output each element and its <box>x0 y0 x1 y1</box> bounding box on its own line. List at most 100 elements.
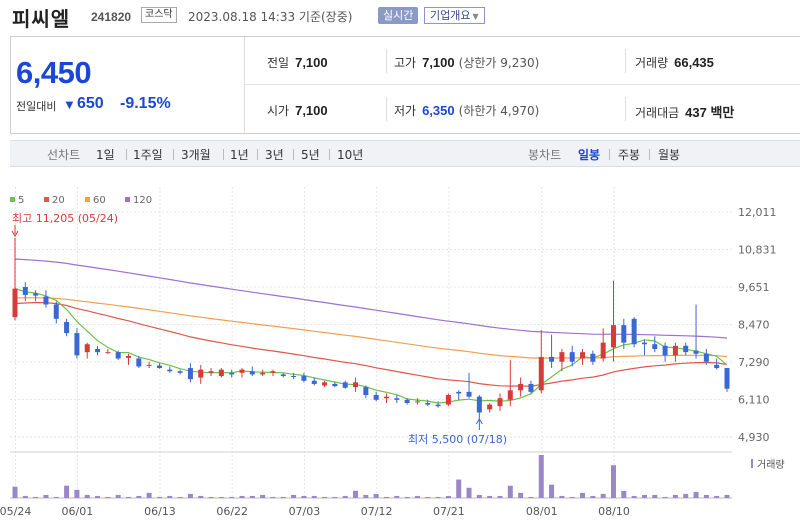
period-10y[interactable]: 10년 <box>337 148 364 162</box>
low-annotation: 최저 5,500 (07/18) <box>408 433 507 446</box>
stat-value: 7,100 <box>295 55 328 70</box>
volume-bar <box>322 496 328 498</box>
high-annotation: 최고 11,205 (05/24) <box>12 212 118 225</box>
candle-body <box>126 355 132 358</box>
volume-bar <box>84 494 90 498</box>
price-summary: 6,450 전일대비 ▼ 650 -9.15% 전일 7,100 고가 7,100(… <box>10 36 800 134</box>
period-1y[interactable]: 1년 <box>230 148 249 162</box>
volume-bar <box>156 496 162 498</box>
candle-body <box>445 395 451 405</box>
candle-body <box>714 364 720 369</box>
stat-prev-close: 전일 7,100 <box>267 54 328 71</box>
volume-bar <box>301 495 307 498</box>
candle-body <box>672 345 678 356</box>
candle-body <box>703 353 709 362</box>
candle-body <box>33 293 39 296</box>
period-3y[interactable]: 3년 <box>265 148 284 162</box>
candle-body <box>260 372 266 375</box>
period-1d[interactable]: 1일 <box>96 148 115 162</box>
company-overview-dropdown[interactable]: 기업개요 ▼ <box>424 7 485 24</box>
stats-row-2: 시가 7,100 저가 6,350 (하한가 4,970) 거래대금 437 백만 <box>245 85 800 133</box>
candle-chart-label: 봉차트 <box>528 148 562 162</box>
candles <box>12 237 730 419</box>
legend-swatch <box>85 197 90 202</box>
ma-20-line <box>14 301 728 387</box>
volume-bar <box>641 494 647 498</box>
period-5y[interactable]: 5년 <box>301 148 320 162</box>
candle-body <box>229 372 235 375</box>
stat-value: 437 백만 <box>685 105 735 120</box>
candle-body <box>404 399 410 404</box>
current-price: 6,450 <box>16 55 92 90</box>
candle-body <box>167 369 173 372</box>
chart-legend: 5 20 60 120 <box>10 195 152 206</box>
volume-bar <box>404 496 410 498</box>
candle-body <box>641 342 647 345</box>
candle-body <box>497 398 503 407</box>
volume-bar <box>280 496 286 498</box>
candle-body <box>332 383 338 387</box>
x-tick-label: 08/01 <box>526 505 558 518</box>
stat-value: 7,100 <box>295 103 328 118</box>
candle-daily[interactable]: 일봉 <box>578 148 601 162</box>
down-arrow-icon: ▼ <box>63 97 76 112</box>
ma-5-line <box>14 288 728 404</box>
candle-body <box>43 296 49 305</box>
current-price-block: 6,450 전일대비 ▼ 650 -9.15% <box>11 37 245 133</box>
volume-bar <box>177 496 183 498</box>
x-tick-label: 06/01 <box>62 505 94 518</box>
period-1w[interactable]: 1주일 <box>133 148 163 162</box>
divider <box>625 49 626 73</box>
divider <box>609 149 610 160</box>
volume-bar <box>631 495 637 498</box>
volume-bar <box>167 495 173 498</box>
volume-bar <box>580 492 586 498</box>
candle-body <box>249 371 255 375</box>
candle-body <box>84 344 90 353</box>
period-3m[interactable]: 3개월 <box>181 148 211 162</box>
volume-bar <box>270 496 276 498</box>
volume-bar <box>549 484 555 498</box>
candle-body <box>373 395 379 400</box>
stat-upper-limit: (상한가 9,230) <box>458 56 540 70</box>
stat-high: 고가 7,100 (상한가 9,230) <box>394 54 539 71</box>
volume-bars: 거래량 <box>10 451 785 499</box>
moving-average-lines <box>14 258 728 404</box>
candle-body <box>363 387 369 396</box>
volume-bar <box>672 494 678 498</box>
y-tick-label: 6,110 <box>738 394 770 407</box>
legend-label: 20 <box>52 195 65 206</box>
x-tick-label: 05/24 <box>0 505 31 518</box>
volume-legend-label: 거래량 <box>757 459 785 471</box>
candle-body <box>353 382 359 388</box>
candle-body <box>311 380 317 384</box>
candle-weekly[interactable]: 주봉 <box>618 148 641 162</box>
realtime-button[interactable]: 실시간 <box>378 7 419 24</box>
candle-body <box>600 342 606 359</box>
x-tick-label: 06/13 <box>144 505 176 518</box>
x-tick-label: 07/03 <box>289 505 321 518</box>
company-overview-label: 기업개요 <box>430 9 471 22</box>
stat-value: 66,435 <box>674 55 714 70</box>
divider <box>649 149 650 160</box>
volume-bar <box>126 496 132 498</box>
volume-bar <box>497 495 503 498</box>
candle-monthly[interactable]: 월봉 <box>658 148 681 162</box>
volume-bar <box>43 494 49 498</box>
stat-low: 저가 6,350 (하한가 4,970) <box>394 102 539 119</box>
volume-bar <box>208 496 214 498</box>
candle-body <box>95 348 101 353</box>
x-tick-label: 07/12 <box>361 505 393 518</box>
candle-body <box>74 333 80 356</box>
volume-bar <box>466 487 472 498</box>
candle-body <box>569 352 575 362</box>
volume-bar <box>487 495 493 498</box>
candle-body <box>115 352 121 359</box>
candle-body <box>136 358 142 367</box>
ma-120-line <box>14 258 728 339</box>
candle-body <box>538 356 544 391</box>
divider <box>625 97 626 121</box>
candle-body <box>549 356 555 362</box>
legend-swatch <box>44 197 49 202</box>
candle-body <box>218 369 224 376</box>
